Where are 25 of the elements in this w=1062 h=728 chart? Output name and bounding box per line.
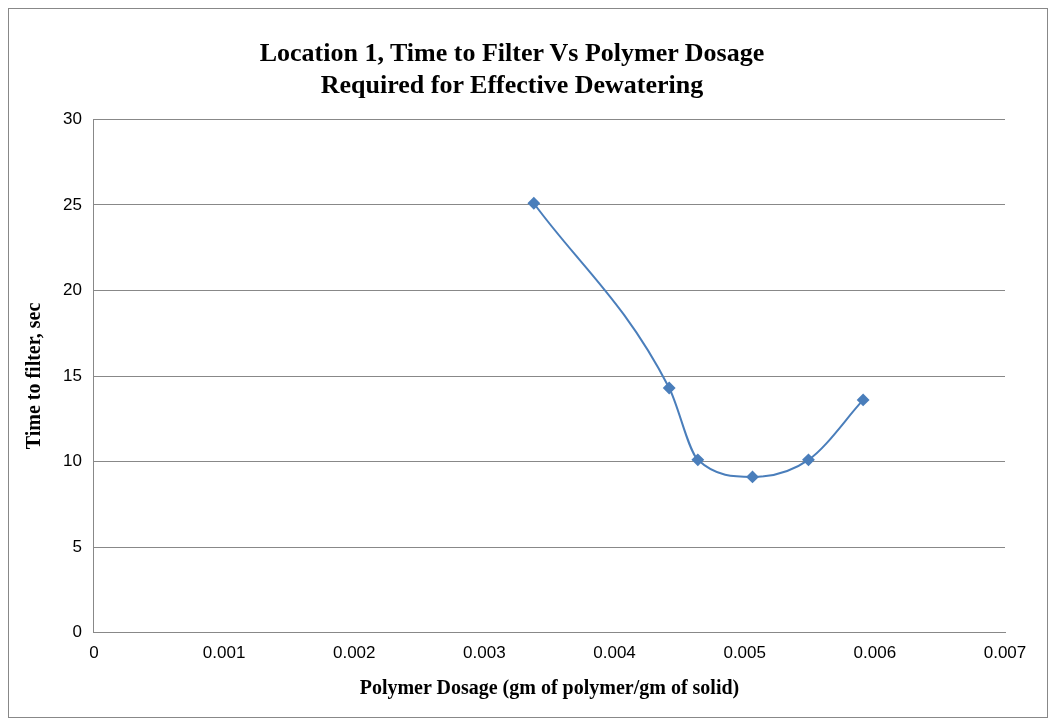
- point: [663, 381, 676, 394]
- x-tick-label: 0.001: [202, 643, 246, 663]
- point: [746, 470, 759, 483]
- y-axis-title: Time to filter, sec: [22, 302, 45, 450]
- x-axis-title: Polymer Dosage (gm of polymer/gm of solid): [359, 676, 740, 700]
- x-tick-label: 0.003: [463, 643, 506, 663]
- point: [527, 197, 540, 210]
- point: [857, 393, 870, 406]
- point: [691, 453, 704, 466]
- x-tick-label: 0.007: [983, 643, 1027, 663]
- y-tick-label: 20: [62, 280, 82, 300]
- y-tick-label: 0: [72, 622, 82, 642]
- x-tick-label: 0.002: [332, 643, 376, 663]
- y-tick-label: 15: [62, 365, 82, 385]
- text: Required for Effective Dewatering: [320, 69, 704, 99]
- x-tick-label: 0.004: [593, 643, 636, 663]
- text: Location 1, Time to Filter Vs Polymer Dosage: [259, 38, 765, 68]
- x-tick-label: 0.006: [853, 643, 897, 663]
- y-tick-label: 5: [72, 536, 82, 556]
- x-tick-label: 0: [89, 643, 99, 663]
- x-tick-label: 0.005: [723, 643, 766, 663]
- y-tick-label: 25: [62, 194, 82, 214]
- point: [802, 453, 815, 466]
- y-tick-label: 30: [62, 109, 82, 129]
- y-tick-label: 10: [62, 451, 82, 471]
